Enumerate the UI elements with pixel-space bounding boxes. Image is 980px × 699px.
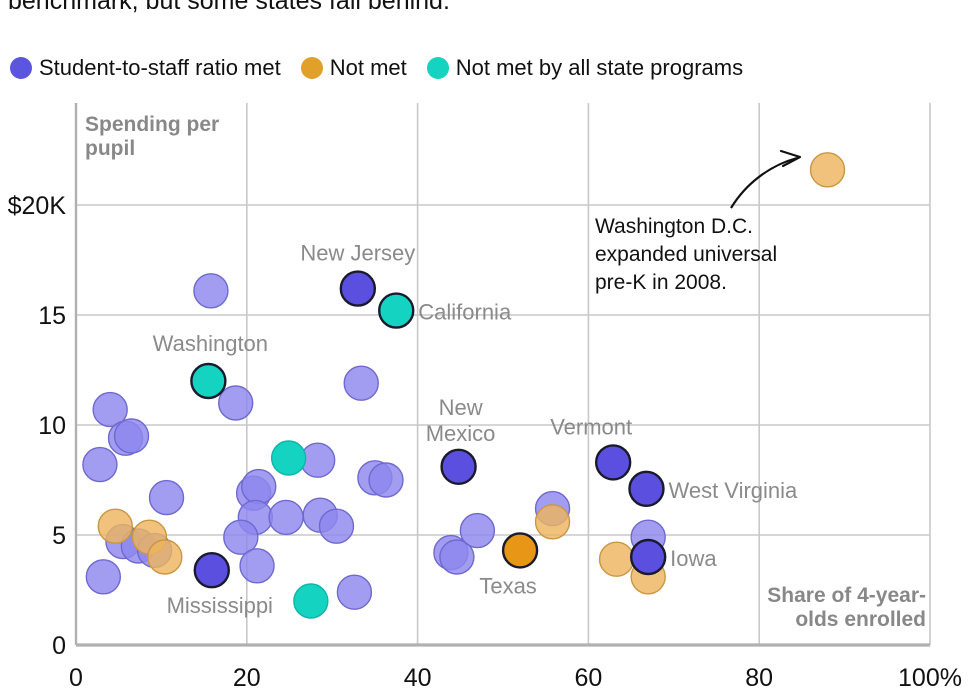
annotation-text-line: expanded universal (595, 243, 777, 266)
data-point[interactable] (318, 508, 355, 544)
data-point-highlighted[interactable] (193, 552, 230, 589)
point-label: Vermont (550, 414, 632, 439)
data-point-highlighted[interactable] (190, 362, 227, 400)
y-tick-label: 5 (52, 522, 66, 550)
x-tick-label: 0 (69, 664, 83, 692)
y-tick-label: 0 (52, 632, 66, 660)
point-label: Mississippi (167, 593, 273, 618)
data-point[interactable] (336, 574, 373, 610)
point-label: Washington (153, 331, 268, 356)
point-label: New (439, 395, 483, 420)
point-label: West Virginia (668, 478, 798, 503)
x-tick-label: 80 (745, 664, 773, 692)
y-axis-title: Spending per (85, 113, 219, 136)
data-point-highlighted[interactable] (628, 470, 665, 507)
data-point[interactable] (439, 539, 475, 575)
point-label: Texas (479, 573, 536, 598)
annotation-arrowhead-icon (779, 149, 802, 168)
legend-dot-icon (426, 57, 449, 79)
data-point[interactable] (193, 273, 229, 309)
x-axis-title: Share of 4-year- (767, 584, 926, 607)
y-tick-label: 15 (38, 302, 66, 330)
legend-item-2[interactable]: Not met by all state programs (426, 55, 744, 80)
data-point[interactable] (223, 519, 259, 555)
x-axis-title-line2: olds enrolled (795, 608, 926, 631)
data-point[interactable] (268, 499, 304, 536)
data-point-highlighted[interactable] (440, 448, 477, 485)
data-point[interactable] (148, 479, 185, 516)
tick-labels: 0 20 40 60 80 100% 0 5 10 15 $20K (8, 192, 962, 692)
data-point[interactable] (113, 418, 150, 454)
data-point-highlighted[interactable] (339, 270, 377, 307)
annotation-text-line: Washington D.C. (595, 215, 753, 238)
gridlines (76, 103, 931, 645)
data-point[interactable] (217, 385, 254, 421)
x-tick-label: 60 (574, 664, 602, 692)
y-axis-title-line2: pupil (85, 137, 135, 160)
data-point-highlighted[interactable] (629, 538, 667, 576)
y-tick-label: $20K (8, 192, 67, 220)
axes (74, 103, 930, 647)
data-point[interactable] (82, 446, 118, 483)
data-point[interactable] (598, 541, 635, 577)
annotations: Washington D.C. expanded universal pre-K i… (595, 149, 802, 294)
legend-label-0: Student-to-staff ratio met (39, 55, 281, 80)
data-point[interactable] (343, 365, 379, 401)
point-label: Iowa (670, 546, 717, 571)
data-point[interactable] (459, 512, 496, 549)
legend-dot-icon (10, 57, 32, 79)
data-point[interactable] (293, 583, 329, 619)
point-label: California (418, 300, 512, 325)
data-point[interactable] (270, 440, 307, 476)
point-label: New Jersey (300, 241, 415, 266)
data-point-highlighted[interactable] (594, 444, 632, 481)
data-point[interactable] (809, 152, 846, 188)
legend-label-2: Not met by all state programs (455, 55, 744, 80)
legend-item-0[interactable]: Student-to-staff ratio met (10, 56, 281, 80)
chart-legend: Student-to-staff ratio met Not met Not m… (10, 56, 763, 80)
data-point[interactable] (85, 559, 122, 595)
data-point-highlighted[interactable] (378, 292, 415, 329)
data-point[interactable] (97, 508, 133, 544)
data-point-highlighted[interactable] (501, 532, 539, 569)
chart-headline: benchmark, but some states fall behind. (8, 0, 450, 15)
legend-label-1: Not met (329, 55, 407, 80)
x-tick-label: 40 (404, 664, 432, 692)
data-point[interactable] (368, 462, 404, 498)
data-point[interactable] (534, 504, 571, 540)
data-point[interactable] (241, 468, 277, 505)
data-points (82, 152, 846, 619)
x-tick-label: 100% (898, 664, 962, 692)
legend-dot-icon (300, 57, 323, 79)
point-label-line2: Mexico (426, 421, 496, 446)
data-point[interactable] (147, 539, 183, 575)
y-tick-label: 10 (38, 412, 66, 440)
data-point[interactable] (92, 391, 128, 428)
x-tick-label: 20 (233, 664, 261, 692)
annotation-text-line: pre-K in 2008. (595, 271, 727, 294)
annotation-arrow-line (730, 156, 798, 209)
data-point[interactable] (239, 548, 275, 584)
legend-item-1[interactable]: Not met (300, 55, 407, 80)
